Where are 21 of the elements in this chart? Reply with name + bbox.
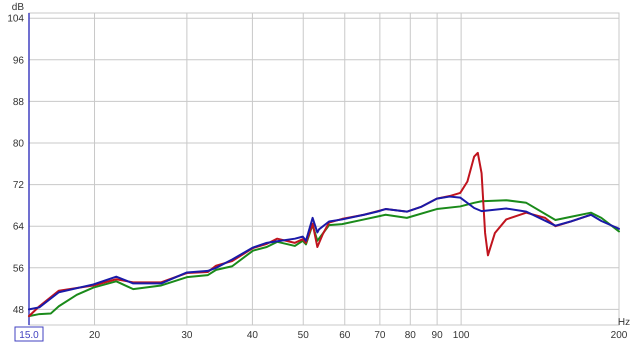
y-tick-label: 64 [12, 222, 24, 233]
x-tick-label: 70 [374, 330, 386, 341]
x-tick-label: 40 [246, 330, 258, 341]
x-tick-label: 90 [432, 330, 444, 341]
y-tick-label: 56 [12, 263, 24, 274]
y-tick-label: 104 [7, 14, 24, 25]
x-tick-label: 200 [610, 330, 628, 341]
x-axis-title: Hz [618, 317, 630, 328]
x-tick-label: 50 [298, 330, 310, 341]
x-tick-label: 20 [88, 330, 101, 341]
y-tick-label: 48 [12, 304, 24, 316]
x-tick-label: 15.0 [19, 330, 40, 341]
y-tick-label: 88 [12, 96, 24, 108]
y-tick-label: 96 [12, 55, 24, 66]
x-tick-label: 60 [339, 330, 351, 341]
x-tick-label: 80 [404, 330, 416, 341]
x-tick-label: 100 [452, 330, 470, 341]
x-tick-label: 30 [181, 330, 193, 341]
y-tick-label: 80 [12, 138, 24, 150]
y-axis-title: dB [12, 2, 24, 13]
y-tick-label: 72 [12, 180, 24, 192]
